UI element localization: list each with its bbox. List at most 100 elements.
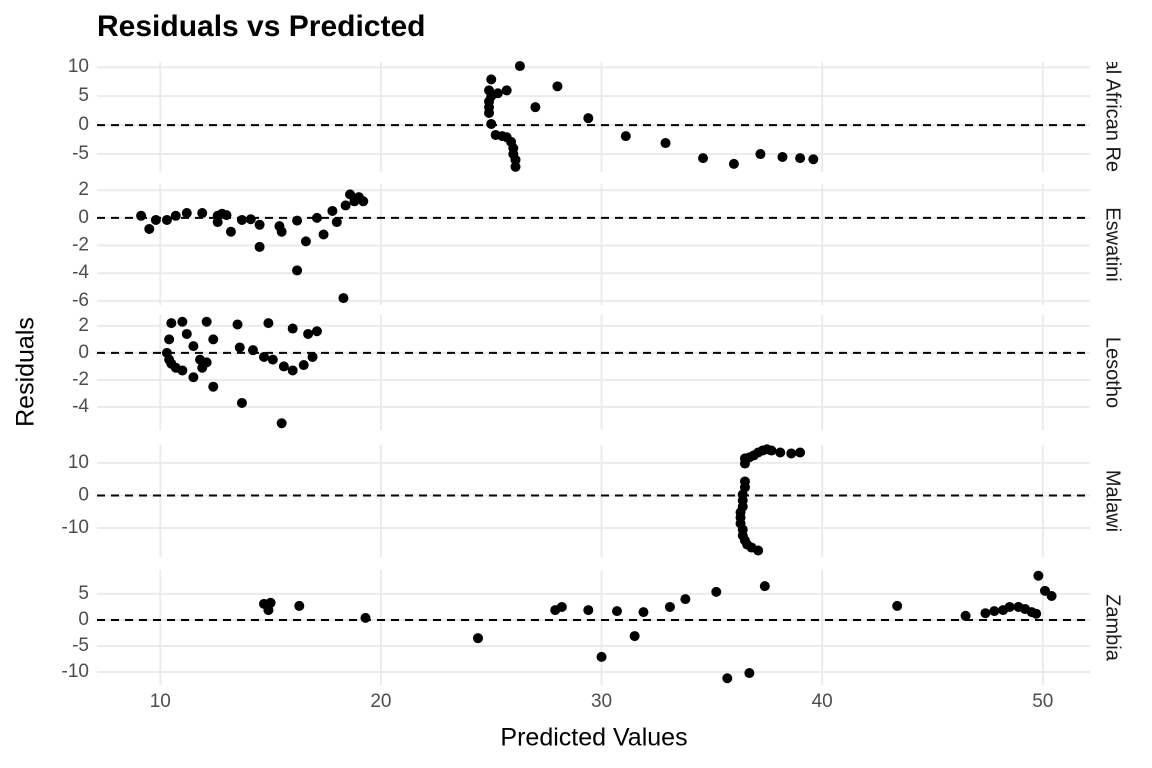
point — [1033, 570, 1044, 581]
point — [177, 365, 188, 376]
y-tick-label: 10 — [68, 452, 89, 473]
point — [530, 102, 541, 113]
point — [292, 265, 303, 276]
point — [728, 158, 739, 169]
point — [201, 357, 212, 368]
point — [144, 223, 155, 234]
point — [583, 605, 594, 616]
point — [629, 631, 640, 642]
point — [263, 318, 274, 329]
point — [188, 341, 199, 352]
point — [181, 208, 192, 219]
strip: Zambia — [1102, 594, 1124, 662]
y-tick-label: 0 — [78, 207, 89, 228]
point — [267, 354, 278, 365]
point — [755, 149, 766, 160]
y-tick-label: -10 — [62, 661, 89, 682]
point — [486, 74, 497, 85]
point — [711, 586, 722, 597]
point — [292, 215, 303, 226]
point — [664, 601, 675, 612]
point — [307, 351, 318, 362]
facet-label: Lesotho — [1102, 337, 1124, 408]
y-tick-label: 10 — [68, 56, 89, 77]
point — [164, 334, 175, 345]
point — [620, 131, 631, 142]
point — [150, 214, 161, 225]
point — [775, 447, 786, 458]
point — [311, 326, 322, 337]
point — [236, 214, 247, 225]
point — [556, 601, 567, 612]
point — [298, 360, 309, 371]
point — [698, 153, 709, 164]
point — [188, 372, 199, 383]
strip: Central African Republic — [1102, 10, 1124, 225]
point — [660, 138, 671, 149]
point — [358, 196, 369, 207]
point — [338, 293, 349, 304]
x-tick-label: 50 — [1032, 691, 1053, 712]
point — [1031, 608, 1042, 619]
y-tick-label: 0 — [78, 342, 89, 363]
point — [234, 342, 245, 353]
point — [166, 318, 177, 329]
point — [473, 633, 484, 644]
point — [263, 605, 274, 616]
point — [766, 445, 777, 456]
point — [744, 668, 755, 679]
y-tick-label: 0 — [78, 609, 89, 630]
point — [510, 161, 521, 172]
y-tick-label: -4 — [72, 262, 89, 283]
point — [680, 594, 691, 605]
y-tick-label: -2 — [72, 369, 89, 390]
point — [960, 610, 971, 621]
point — [795, 447, 806, 458]
y-tick-label: -6 — [72, 290, 89, 311]
facet-label: Central African Republic — [1102, 10, 1124, 225]
point — [221, 210, 232, 221]
point — [1004, 601, 1015, 612]
y-axis-label: Residuals — [12, 317, 40, 427]
point — [808, 154, 819, 165]
point — [225, 226, 236, 237]
y-tick-label: 5 — [78, 85, 89, 106]
point — [318, 229, 329, 240]
point — [583, 113, 594, 124]
x-tick-label: 20 — [370, 691, 391, 712]
point — [331, 217, 342, 228]
point — [514, 61, 525, 72]
point — [638, 607, 649, 618]
strip: Eswatini — [1102, 207, 1124, 281]
point — [294, 600, 305, 611]
point — [1046, 591, 1057, 602]
y-tick-label: -2 — [72, 235, 89, 256]
y-tick-label: 0 — [78, 484, 89, 505]
point — [254, 241, 265, 252]
point — [161, 214, 172, 225]
point — [208, 334, 219, 345]
point — [327, 205, 338, 216]
point — [245, 214, 256, 225]
point — [892, 600, 903, 611]
point — [340, 200, 351, 211]
point — [247, 345, 258, 356]
facet-label: Malawi — [1102, 470, 1124, 532]
point — [232, 319, 243, 330]
facet-label: Eswatini — [1102, 207, 1124, 281]
y-tick-label: -4 — [72, 396, 89, 417]
point — [777, 151, 788, 162]
point — [276, 226, 287, 237]
point — [303, 328, 314, 339]
point — [212, 217, 223, 228]
point — [611, 606, 622, 617]
point — [980, 608, 991, 619]
point — [596, 651, 607, 662]
point — [170, 210, 181, 221]
point — [486, 118, 497, 129]
y-tick-label: -5 — [72, 143, 89, 164]
point — [484, 107, 495, 118]
strip: Malawi — [1102, 470, 1124, 532]
x-tick-label: 10 — [150, 691, 171, 712]
y-tick-label: 2 — [78, 179, 89, 200]
